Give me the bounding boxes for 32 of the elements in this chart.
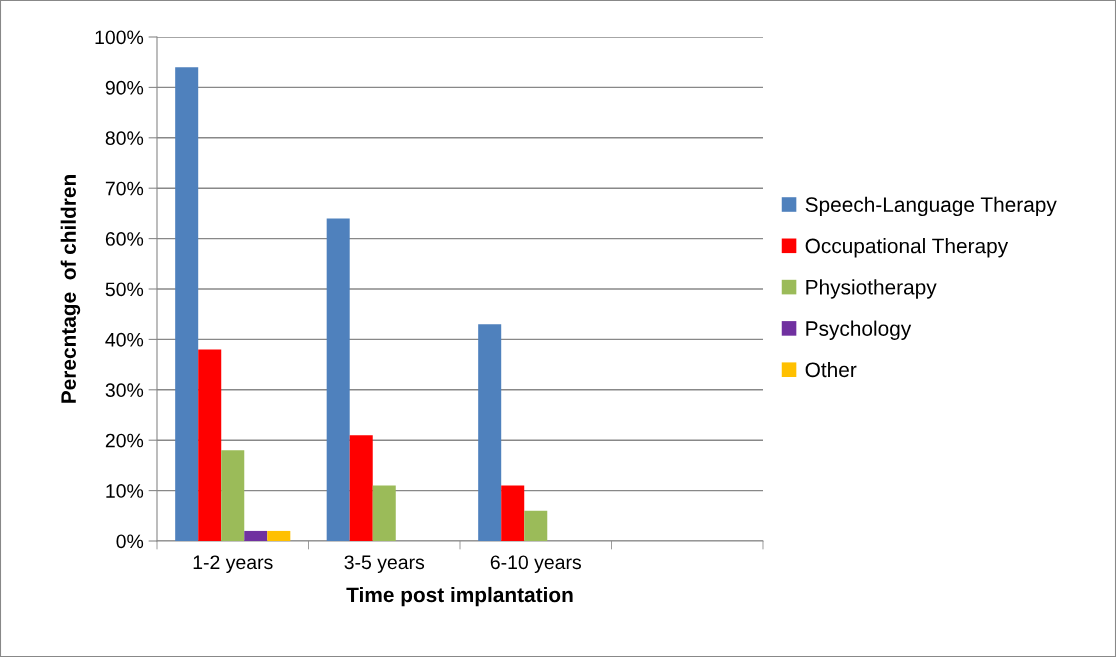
y-tick-label: 20% — [105, 433, 144, 448]
x-axis-title: Time post implantation — [346, 586, 573, 607]
y-tick-label: 30% — [105, 383, 144, 398]
y-tick-label: 100% — [95, 30, 144, 45]
bar — [267, 530, 291, 541]
y-tick-label: 50% — [105, 282, 144, 297]
y-tick-label: 90% — [105, 80, 144, 95]
bar — [501, 485, 525, 541]
y-axis-title: Perecntage of children — [60, 175, 81, 403]
bar — [326, 218, 350, 541]
y-tick-label: 10% — [106, 484, 144, 498]
bar — [198, 349, 222, 541]
x-tick-label: 6-10 years — [490, 555, 581, 574]
y-tick-label: 60% — [105, 232, 144, 246]
y-tick-label: 80% — [105, 131, 144, 146]
y-tick-label: 0% — [116, 534, 144, 549]
legend-label: Psychology — [806, 320, 912, 341]
y-tick-label: 40% — [105, 332, 144, 347]
legend-label: Physiotherapy — [806, 279, 937, 299]
bar — [524, 510, 548, 541]
x-tick-label: 3-5 years — [344, 555, 425, 574]
legend-label: Other — [805, 361, 857, 378]
bar — [221, 450, 245, 541]
bar — [372, 485, 396, 541]
bar — [349, 435, 373, 541]
legend-label: Speech-Language Therapy — [805, 196, 1057, 217]
bar — [175, 67, 199, 541]
legend-label: Occupational Therapy — [805, 237, 1009, 258]
bar — [244, 530, 268, 541]
x-tick-label: 1-2 years — [193, 555, 273, 574]
y-tick-label: 70% — [105, 181, 144, 196]
bar — [478, 324, 502, 541]
